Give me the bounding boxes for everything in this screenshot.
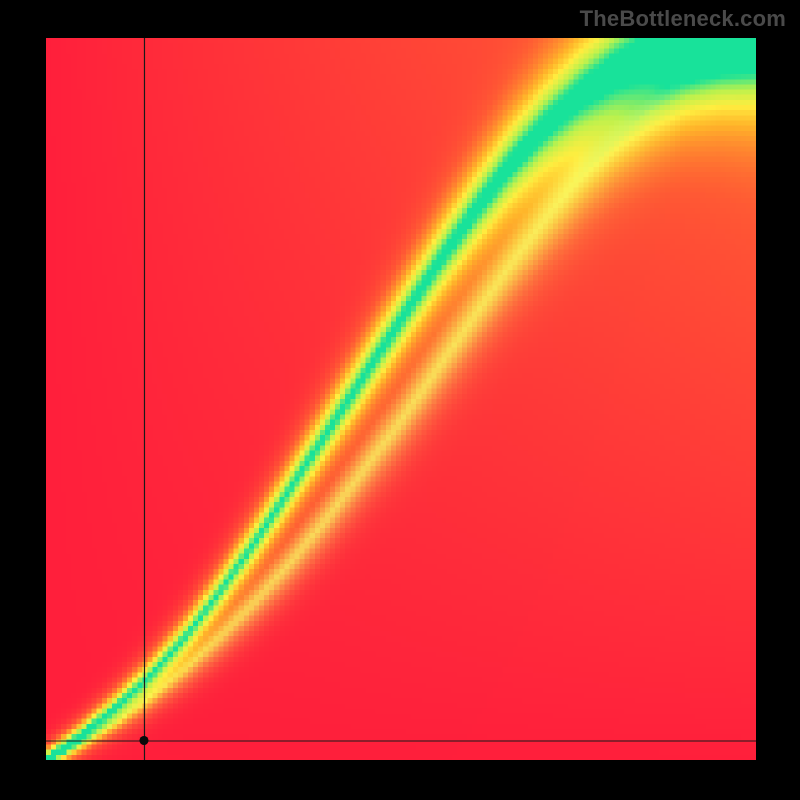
attribution-label: TheBottleneck.com: [580, 6, 786, 32]
chart-frame: TheBottleneck.com: [0, 0, 800, 800]
overlay-canvas: [46, 38, 756, 760]
